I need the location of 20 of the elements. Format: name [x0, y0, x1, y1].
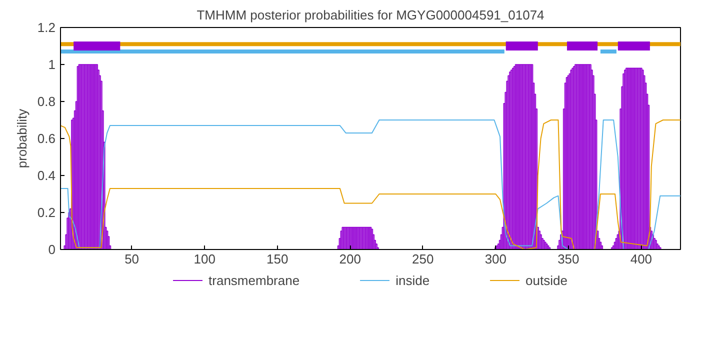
y-tick-label: 1.2 [37, 20, 56, 35]
y-axis-title: probability [14, 108, 30, 168]
x-tick-label: 100 [194, 252, 216, 266]
x-tick-label: 200 [339, 252, 361, 266]
x-tick-label: 150 [266, 252, 288, 266]
x-tick-label: 50 [124, 252, 140, 266]
y-tick-label: 0.4 [37, 168, 56, 183]
x-tick-label: 350 [558, 252, 580, 266]
x-tick-label: 400 [630, 252, 652, 266]
y-tick-label: 0.8 [37, 94, 56, 109]
legend-label: outside [526, 272, 568, 288]
y-tick-label: 0.2 [37, 205, 56, 220]
legend-label: transmembrane [208, 272, 300, 288]
y-tick-label: 0.6 [37, 131, 56, 146]
y-tick-label: 0 [48, 242, 56, 257]
y-tick-label: 1 [48, 57, 56, 72]
legend-label: inside [396, 272, 430, 288]
chart-title: TMHMM posterior probabilities for MGYG000004591_01074 [196, 8, 544, 22]
x-tick-label: 250 [412, 252, 434, 266]
x-tick-label: 300 [484, 252, 507, 266]
